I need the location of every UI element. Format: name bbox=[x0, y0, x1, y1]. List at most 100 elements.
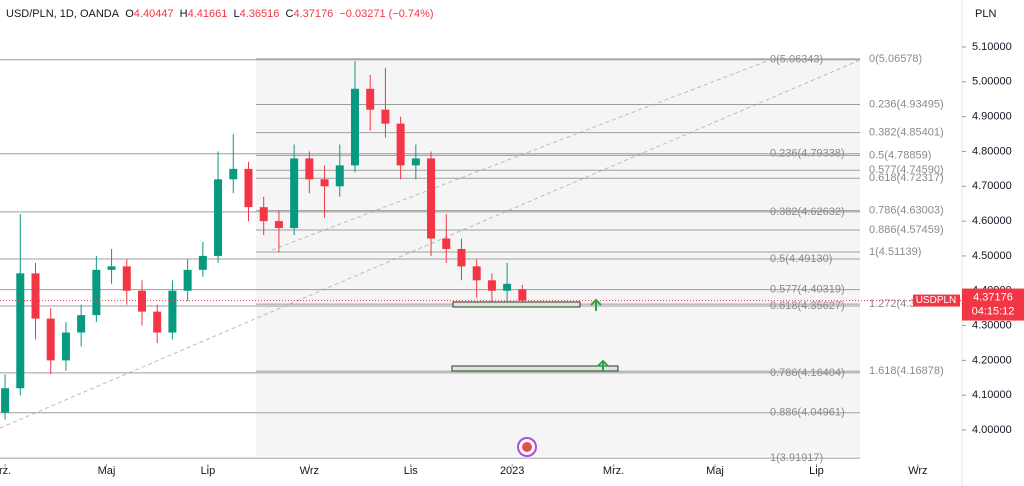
candle-body bbox=[442, 238, 451, 249]
fib-label: 0.886(4.04961) bbox=[770, 407, 845, 419]
candle-body bbox=[122, 266, 131, 291]
x-tick-label: rz. bbox=[0, 465, 11, 477]
currency-label: PLN bbox=[975, 8, 996, 20]
candle-body bbox=[290, 158, 299, 229]
candle-body bbox=[244, 168, 253, 208]
y-tick-label: 4.60000 bbox=[972, 215, 1012, 227]
fib-label: 1(3.91917) bbox=[770, 452, 823, 464]
candle-body bbox=[457, 248, 466, 267]
y-tick-label: 4.70000 bbox=[972, 180, 1012, 192]
fib-label: 0.886(4.57459) bbox=[869, 224, 944, 236]
candle-body bbox=[472, 266, 481, 281]
fib-label: 1.272(4.3 bbox=[869, 298, 915, 310]
fib-label: 0(5.06343) bbox=[770, 54, 823, 66]
candle-body bbox=[427, 158, 436, 239]
price-tag: USDPLN 4.37176 04:15:12 bbox=[0, 288, 1024, 321]
fib-levels: 0(5.06343) 0.236(4.79338) 0.382(4.62632) 0.… bbox=[0, 53, 944, 464]
candle-body bbox=[198, 255, 207, 270]
symbol-tag: USDPLN bbox=[916, 295, 957, 306]
fib-label: 0.786(4.16404) bbox=[770, 367, 845, 379]
y-tick-label: 4.50000 bbox=[972, 250, 1012, 262]
candle-body bbox=[503, 283, 512, 291]
change: −0.03271 (−0.74%) bbox=[339, 8, 434, 20]
ohlc-value: 4.40447 bbox=[133, 8, 174, 20]
y-tick-label: 4.10000 bbox=[972, 389, 1012, 401]
arrow-up bbox=[597, 359, 609, 372]
x-tick-label: Lis bbox=[404, 465, 419, 477]
candle-body bbox=[92, 269, 101, 316]
event-icon-flag bbox=[522, 442, 532, 452]
fib-label: 0.577(4.40319) bbox=[770, 284, 845, 296]
candle-body bbox=[274, 221, 283, 229]
candle-body bbox=[350, 88, 359, 166]
x-tick-label: Wrz bbox=[908, 465, 927, 477]
candle-body bbox=[31, 273, 40, 319]
fib-label: 0.618(4.72317) bbox=[869, 172, 944, 184]
y-tick-label: 4.80000 bbox=[972, 145, 1012, 157]
ohlc-key: C bbox=[285, 8, 294, 20]
candle-body bbox=[61, 332, 70, 361]
price-tag-value: 4.37176 bbox=[973, 291, 1013, 303]
fib-label: 0.786(4.63003) bbox=[869, 205, 944, 217]
candle-body bbox=[183, 269, 192, 291]
candles bbox=[1, 60, 527, 420]
candle-body bbox=[366, 88, 375, 110]
symbol-tag-box bbox=[913, 294, 960, 307]
zone-box bbox=[452, 301, 581, 308]
candle-body bbox=[396, 123, 405, 166]
candle-body bbox=[411, 158, 420, 166]
header: USD/PLN, 1D, OANDA O4.40447 H4.41661 L4.… bbox=[6, 8, 434, 20]
x-tick-label: Maj bbox=[706, 465, 724, 477]
candle-body bbox=[259, 207, 268, 222]
fib-label: 0.382(4.85401) bbox=[869, 127, 944, 139]
fib-label: 0.236(4.79338) bbox=[770, 148, 845, 160]
y-tick-label: 5.10000 bbox=[972, 41, 1012, 53]
candle-body bbox=[381, 109, 390, 124]
countdown: 04:15:12 bbox=[972, 305, 1015, 317]
x-tick-label: 2023 bbox=[500, 465, 524, 477]
x-tick-label: Lip bbox=[201, 465, 216, 477]
symbol: USD/PLN, 1D, OANDA bbox=[6, 8, 120, 20]
x-tick-label: Maj bbox=[98, 465, 116, 477]
fib-label: 0.577(4.74590) bbox=[869, 164, 944, 176]
x-tick-label: Mrz. bbox=[603, 465, 624, 477]
candle-body bbox=[46, 318, 55, 361]
candle-body bbox=[320, 179, 329, 187]
y-tick-label: 4.00000 bbox=[972, 424, 1012, 436]
candle-body bbox=[214, 179, 223, 256]
ohlc-key: L bbox=[233, 8, 240, 20]
candle-body bbox=[153, 311, 162, 333]
candle-body bbox=[335, 165, 344, 187]
fib-label: 0.382(4.62632) bbox=[770, 206, 845, 218]
x-tick-label: Lip bbox=[809, 465, 824, 477]
zone-box bbox=[451, 365, 619, 372]
ohlc-key: O bbox=[125, 8, 134, 20]
x-tick-label: Wrz bbox=[300, 465, 319, 477]
candle-body bbox=[229, 168, 238, 180]
y-tick-label: 4.90000 bbox=[972, 111, 1012, 123]
candle-body bbox=[168, 290, 177, 333]
fib-label: 0.5(4.78859) bbox=[869, 149, 931, 161]
candle-body bbox=[487, 280, 496, 291]
ohlc-value: 4.41661 bbox=[187, 8, 228, 20]
arrow-up bbox=[590, 298, 602, 311]
ohlc-key: H bbox=[179, 8, 188, 20]
ohlc-value: 4.37176 bbox=[293, 8, 334, 20]
candle-body bbox=[137, 290, 146, 312]
fib-label: 0.618(4.35627) bbox=[770, 300, 845, 312]
ohlc-value: 4.36516 bbox=[239, 8, 280, 20]
fib-label: 1(4.51139) bbox=[869, 246, 921, 258]
candle-body bbox=[107, 266, 116, 270]
candle-body bbox=[305, 158, 314, 180]
y-tick-label: 5.00000 bbox=[972, 76, 1012, 88]
y-tick-label: 4.20000 bbox=[972, 354, 1012, 366]
fib-label: 1.618(4.16878) bbox=[869, 365, 944, 377]
trend-line bbox=[0, 59, 861, 429]
price-tag-box bbox=[962, 288, 1024, 321]
y-tick-label: 4.30000 bbox=[972, 319, 1012, 331]
candle-body bbox=[16, 273, 25, 389]
fib-label: 0.236(4.93495) bbox=[869, 98, 944, 110]
candle-body bbox=[77, 315, 86, 333]
